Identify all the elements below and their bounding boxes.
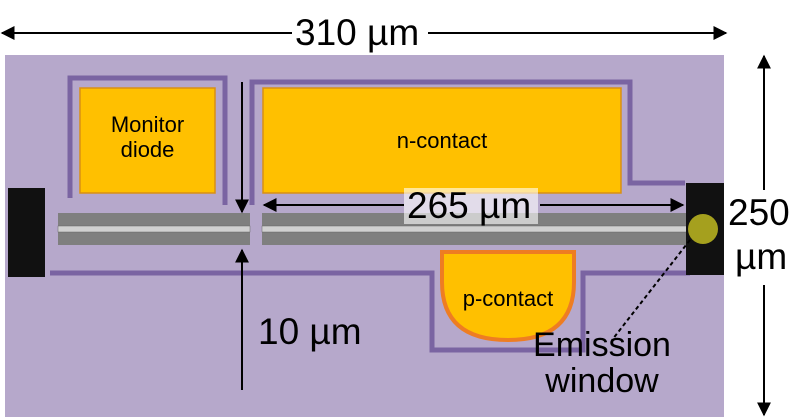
emission-window-label-line1: Emission	[533, 326, 671, 364]
n-contact-pad	[262, 87, 622, 194]
monitor-diode-pad	[79, 87, 216, 194]
n-contact-label: n-contact	[396, 128, 488, 153]
left-facet	[8, 188, 45, 277]
gap-dimension-label: 10 µm	[258, 311, 362, 352]
emission-window-label-line2: window	[545, 361, 659, 400]
emission-leader-line	[611, 239, 691, 341]
monitor-diode-label-line2: diode	[120, 137, 175, 163]
cavity-dimension-label-bg	[404, 188, 538, 224]
monitor-diode-label-line1: Monitor	[110, 112, 185, 137]
waveguide-laser-core	[261, 225, 689, 233]
monitor-diode-label: Monitor diode	[80, 112, 215, 163]
emission-window-dot	[688, 214, 718, 244]
height-dimension-unit: µm	[735, 236, 788, 277]
emission-window-label: Emission window	[512, 326, 692, 400]
p-contact-pad	[440, 250, 576, 343]
ridge-outline-upper	[67, 75, 228, 205]
ridge-outline-lower	[50, 270, 690, 353]
p-contact-label: p-contact	[462, 286, 554, 311]
ridge-outline-upper-right	[249, 79, 685, 205]
cavity-dimension-label: 265 µm	[407, 185, 532, 226]
waveguide-monitor-core	[57, 225, 251, 233]
height-dimension-value: 250	[728, 192, 790, 233]
width-dimension-label: 310 µm	[295, 12, 420, 53]
